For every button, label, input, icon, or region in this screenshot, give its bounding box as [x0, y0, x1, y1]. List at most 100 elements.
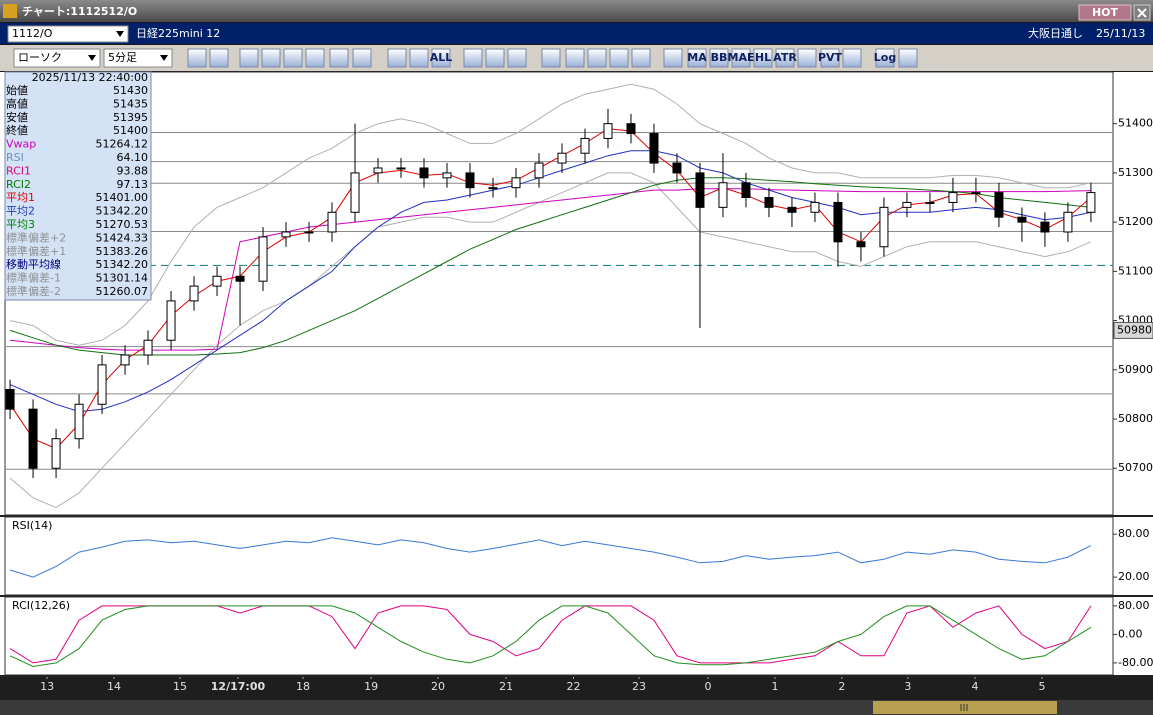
candle-body: [419, 167, 429, 179]
candle-body: [948, 192, 958, 203]
toolbar-button[interactable]: [541, 48, 561, 68]
info-label: 安値: [6, 110, 28, 124]
dropdown-arrow: [116, 31, 124, 37]
symbol-input[interactable]: [7, 25, 129, 43]
y-tick-label: 50700: [1118, 461, 1153, 474]
toolbar-button[interactable]: [409, 48, 429, 68]
info-panel: [4, 71, 152, 301]
symbol-text: 1112/O: [12, 27, 53, 40]
toolbar-button[interactable]: [663, 48, 683, 68]
toolbar-button[interactable]: [261, 48, 281, 68]
toolbar-button[interactable]: [609, 48, 629, 68]
info-label: 標準偏差-2: [6, 284, 61, 298]
toolbar-button[interactable]: [709, 48, 729, 68]
toolbar-button[interactable]: [842, 48, 862, 68]
toolbar-button[interactable]: [587, 48, 607, 68]
toolbar-button[interactable]: [239, 48, 259, 68]
x-tick-label: 5: [1038, 680, 1045, 693]
style-text: ローソク: [18, 51, 62, 64]
toolbar-label: MAE: [728, 51, 755, 64]
panel-title: RCI(12,26): [12, 599, 70, 612]
info-label: 標準偏差-1: [6, 271, 61, 285]
candle-body: [1063, 211, 1073, 233]
y-tick-label: -80.00: [1118, 656, 1153, 669]
hot-label: HOT: [1092, 6, 1119, 19]
toolbar-button[interactable]: [485, 48, 505, 68]
x-tick-label: 12/17:00: [211, 680, 266, 693]
info-datetime: 2025/11/13 22:40:00: [32, 71, 148, 84]
close-icon: [1137, 8, 1147, 18]
toolbar-button[interactable]: [431, 48, 451, 68]
info-value: 51395: [113, 111, 148, 124]
toolbar-button[interactable]: [875, 48, 895, 68]
info-value: 51270.53: [96, 218, 149, 231]
candle-body: [258, 236, 268, 282]
candle-body: [649, 133, 659, 164]
toolbar-label: HL: [755, 51, 771, 64]
toolbar-button[interactable]: [283, 48, 303, 68]
timeframe-text: 5分足: [108, 51, 137, 64]
toolbar-label: Log: [874, 51, 896, 64]
candle-body: [212, 275, 222, 287]
y-tick-label: 51200: [1118, 215, 1153, 228]
toolbar-button[interactable]: [305, 48, 325, 68]
info-label: Vwap: [6, 138, 36, 151]
x-tick-label: 22: [566, 680, 580, 693]
toolbar-button[interactable]: [209, 48, 229, 68]
toolbar-button[interactable]: [820, 48, 840, 68]
toolbar-button[interactable]: [329, 48, 349, 68]
candle-body: [741, 182, 751, 199]
candle-body: [856, 241, 866, 248]
session: 大阪日通し: [1028, 26, 1083, 40]
x-tick-label: 19: [364, 680, 378, 693]
candle-body: [626, 123, 636, 135]
info-label: 平均3: [6, 218, 35, 231]
timeframe-select[interactable]: [103, 48, 173, 68]
toolbar-button[interactable]: [753, 48, 773, 68]
info-value: 51430: [113, 84, 148, 97]
info-label: 高値: [6, 96, 28, 110]
toolbar-button[interactable]: [687, 48, 707, 68]
info-value: 51401.00: [96, 191, 149, 204]
y-tick-label: 20.00: [1118, 570, 1150, 583]
x-tick-label: 2: [838, 680, 845, 693]
toolbar-button[interactable]: [775, 48, 795, 68]
info-value: 51260.07: [96, 285, 149, 298]
toolbar-button[interactable]: [352, 48, 372, 68]
toolbar-button[interactable]: [631, 48, 651, 68]
candle-body: [1017, 216, 1027, 223]
toolbar-button[interactable]: [797, 48, 817, 68]
candle-body: [672, 162, 682, 174]
candle-body: [120, 354, 130, 366]
info-bar: [0, 23, 1153, 44]
window-title: チャート:1112512/O: [22, 5, 137, 18]
candle-body: [143, 339, 153, 356]
info-value: 51342.20: [96, 205, 149, 218]
dropdown-arrow: [88, 55, 96, 61]
hot-button[interactable]: [1078, 4, 1132, 21]
y-tick-label: 51100: [1118, 264, 1153, 277]
info-label: RCI2: [6, 178, 31, 191]
toolbar-button[interactable]: [463, 48, 483, 68]
toolbar-button[interactable]: [387, 48, 407, 68]
y-tick-label: 0.00: [1118, 627, 1143, 640]
candle-body: [442, 172, 452, 179]
toolbar-button[interactable]: [898, 48, 918, 68]
candle-body: [97, 364, 107, 405]
info-label: 始値: [6, 83, 28, 97]
info-value: 51424.33: [96, 231, 149, 244]
toolbar-button[interactable]: [565, 48, 585, 68]
toolbar-button[interactable]: [731, 48, 751, 68]
style-select[interactable]: [13, 48, 101, 68]
x-tick-label: 21: [499, 680, 513, 693]
scroll-thumb[interactable]: [873, 701, 1057, 714]
candle-body: [580, 137, 590, 154]
toolbar-button[interactable]: [187, 48, 207, 68]
toolbar-label: BB: [711, 51, 728, 64]
toolbar-button[interactable]: [507, 48, 527, 68]
x-tick-label: 4: [972, 680, 979, 693]
x-tick-label: 18: [296, 680, 310, 693]
candle-body: [810, 201, 820, 213]
scrollbar[interactable]: [0, 700, 1153, 715]
